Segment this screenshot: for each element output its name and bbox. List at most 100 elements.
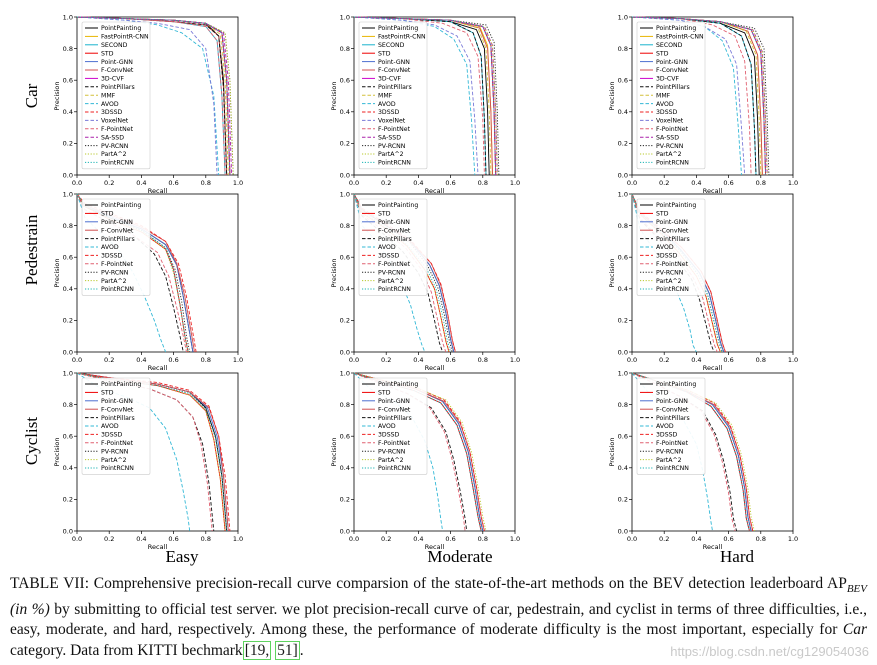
legend-entry: Point-GNN bbox=[378, 398, 410, 405]
y-axis-label: Precision bbox=[330, 81, 338, 110]
x-axis-label: Recall bbox=[703, 364, 723, 372]
legend-entry: 3DSSD bbox=[378, 109, 400, 116]
legend-entry: PartA^2 bbox=[378, 151, 404, 158]
y-tick-label: 0.6 bbox=[618, 254, 628, 262]
x-tick-label: 0.6 bbox=[168, 179, 178, 187]
legend-box bbox=[358, 377, 428, 475]
x-tick-label: 0.8 bbox=[201, 535, 211, 543]
legend-entry: VoxelNet bbox=[101, 118, 129, 125]
x-tick-label: 0.0 bbox=[349, 535, 359, 543]
x-tick-label: 1.0 bbox=[233, 179, 243, 187]
y-tick-label: 0.8 bbox=[63, 45, 73, 53]
y-tick-label: 0.4 bbox=[340, 285, 350, 293]
x-tick-label: 0.0 bbox=[627, 179, 637, 187]
citation-19[interactable]: [19, bbox=[242, 640, 272, 660]
legend-entry: AVOD bbox=[378, 423, 396, 430]
legend-entry: F-ConvNet bbox=[101, 67, 134, 74]
x-axis-label: Recall bbox=[148, 187, 168, 195]
legend-entry: F-PointNet bbox=[101, 440, 134, 447]
legend-entry: F-PointNet bbox=[101, 126, 134, 133]
row-label-pedestrain: Pedestrain bbox=[22, 214, 41, 285]
legend-entry: PointPillars bbox=[656, 415, 690, 422]
legend-entry: 3DSSD bbox=[656, 109, 678, 116]
legend-entry: STD bbox=[101, 390, 114, 397]
y-tick-label: 0.8 bbox=[63, 401, 73, 409]
y-axis-label: Precision bbox=[53, 437, 61, 466]
y-tick-label: 0.4 bbox=[618, 464, 628, 472]
legend-entry: PointPainting bbox=[101, 381, 141, 388]
legend-entry: Point-GNN bbox=[101, 398, 133, 405]
legend-entry: STD bbox=[656, 390, 669, 397]
legend-entry: 3DSSD bbox=[656, 432, 678, 439]
y-tick-label: 0.2 bbox=[340, 140, 350, 148]
col-label-hard: Hard bbox=[720, 547, 754, 566]
col-label-moderate: Moderate bbox=[427, 547, 492, 566]
legend-entry: SECOND bbox=[101, 42, 128, 49]
x-tick-label: 0.6 bbox=[445, 535, 455, 543]
x-tick-label: 0.6 bbox=[168, 535, 178, 543]
legend-entry: F-PointNet bbox=[656, 261, 689, 268]
pr-curve-figure: Car Pedestrain Cyclist Easy Moderate Har… bbox=[22, 13, 798, 566]
legend-entry: FastPointR-CNN bbox=[378, 34, 426, 41]
legend-entry: 3DSSD bbox=[101, 253, 123, 260]
series-line-pointpillars bbox=[353, 16, 487, 176]
x-tick-label: 1.0 bbox=[788, 179, 798, 187]
series-line-pointrcnn bbox=[631, 16, 767, 176]
series-line-avod bbox=[631, 16, 742, 176]
y-tick-label: 0.8 bbox=[340, 45, 350, 53]
legend-entry: MMF bbox=[101, 92, 116, 99]
series-line-parta-2 bbox=[76, 372, 226, 532]
legend-entry: PointPillars bbox=[378, 236, 412, 243]
y-tick-label: 0.2 bbox=[618, 140, 628, 148]
x-tick-label: 0.2 bbox=[104, 356, 114, 364]
legend-entry: PointRCNN bbox=[101, 465, 134, 472]
caption-car: Car bbox=[842, 621, 868, 639]
legend-entry: MMF bbox=[378, 92, 393, 99]
y-tick-label: 0.2 bbox=[340, 496, 350, 504]
legend-entry: PointRCNN bbox=[378, 465, 411, 472]
legend-entry: AVOD bbox=[101, 423, 119, 430]
x-axis-label: Recall bbox=[703, 543, 723, 551]
panel-car-hard: 0.00.0 0.2 0.2 0.4 0.4 0.6 0.6 0.8 0.8 1.0 1.0 Reca… bbox=[608, 13, 798, 195]
y-axis-label: Precision bbox=[53, 258, 61, 287]
y-tick-label: 1.0 bbox=[618, 369, 628, 377]
legend-entry: PV-RCNN bbox=[101, 143, 129, 150]
legend-entry: PartA^2 bbox=[656, 278, 682, 285]
series-line-3dssd bbox=[631, 16, 767, 176]
x-axis-label: Recall bbox=[425, 543, 445, 551]
legend-entry: STD bbox=[101, 50, 114, 57]
x-tick-label: 0.4 bbox=[413, 179, 423, 187]
legend-entry: AVOD bbox=[101, 101, 119, 108]
y-axis-label: Precision bbox=[608, 81, 616, 110]
x-tick-label: 0.2 bbox=[659, 179, 669, 187]
y-tick-label: 0.2 bbox=[63, 140, 73, 148]
y-tick-label: 0.6 bbox=[340, 77, 350, 85]
legend-entry: F-ConvNet bbox=[378, 227, 411, 234]
legend-box bbox=[81, 377, 151, 475]
citation-51[interactable]: 51] bbox=[275, 640, 300, 660]
y-tick-label: 0.0 bbox=[63, 171, 73, 179]
x-tick-label: 0.8 bbox=[201, 179, 211, 187]
legend-entry: Point-GNN bbox=[656, 219, 688, 226]
series-line-3dssd bbox=[631, 372, 754, 532]
legend-entry: F-PointNet bbox=[378, 440, 411, 447]
y-tick-label: 1.0 bbox=[63, 369, 73, 377]
legend-entry: VoxelNet bbox=[378, 118, 406, 125]
series-line-mmf bbox=[631, 16, 762, 176]
x-tick-label: 0.2 bbox=[659, 356, 669, 364]
legend-entry: Point-GNN bbox=[656, 59, 688, 66]
legend-entry: PointPainting bbox=[656, 202, 696, 209]
x-tick-label: 0.2 bbox=[381, 535, 391, 543]
legend-entry: PointPillars bbox=[378, 84, 412, 91]
x-tick-label: 0.0 bbox=[627, 356, 637, 364]
legend-entry: F-PointNet bbox=[378, 126, 411, 133]
x-tick-label: 0.8 bbox=[756, 179, 766, 187]
legend-entry: F-ConvNet bbox=[101, 406, 134, 413]
y-tick-label: 0.4 bbox=[618, 285, 628, 293]
series-line-f-pointnet bbox=[76, 16, 226, 176]
y-tick-label: 0.4 bbox=[340, 464, 350, 472]
series-line-f-pointnet bbox=[76, 193, 187, 353]
x-tick-label: 0.6 bbox=[445, 179, 455, 187]
y-tick-label: 0.8 bbox=[340, 401, 350, 409]
y-tick-label: 0.4 bbox=[63, 464, 73, 472]
